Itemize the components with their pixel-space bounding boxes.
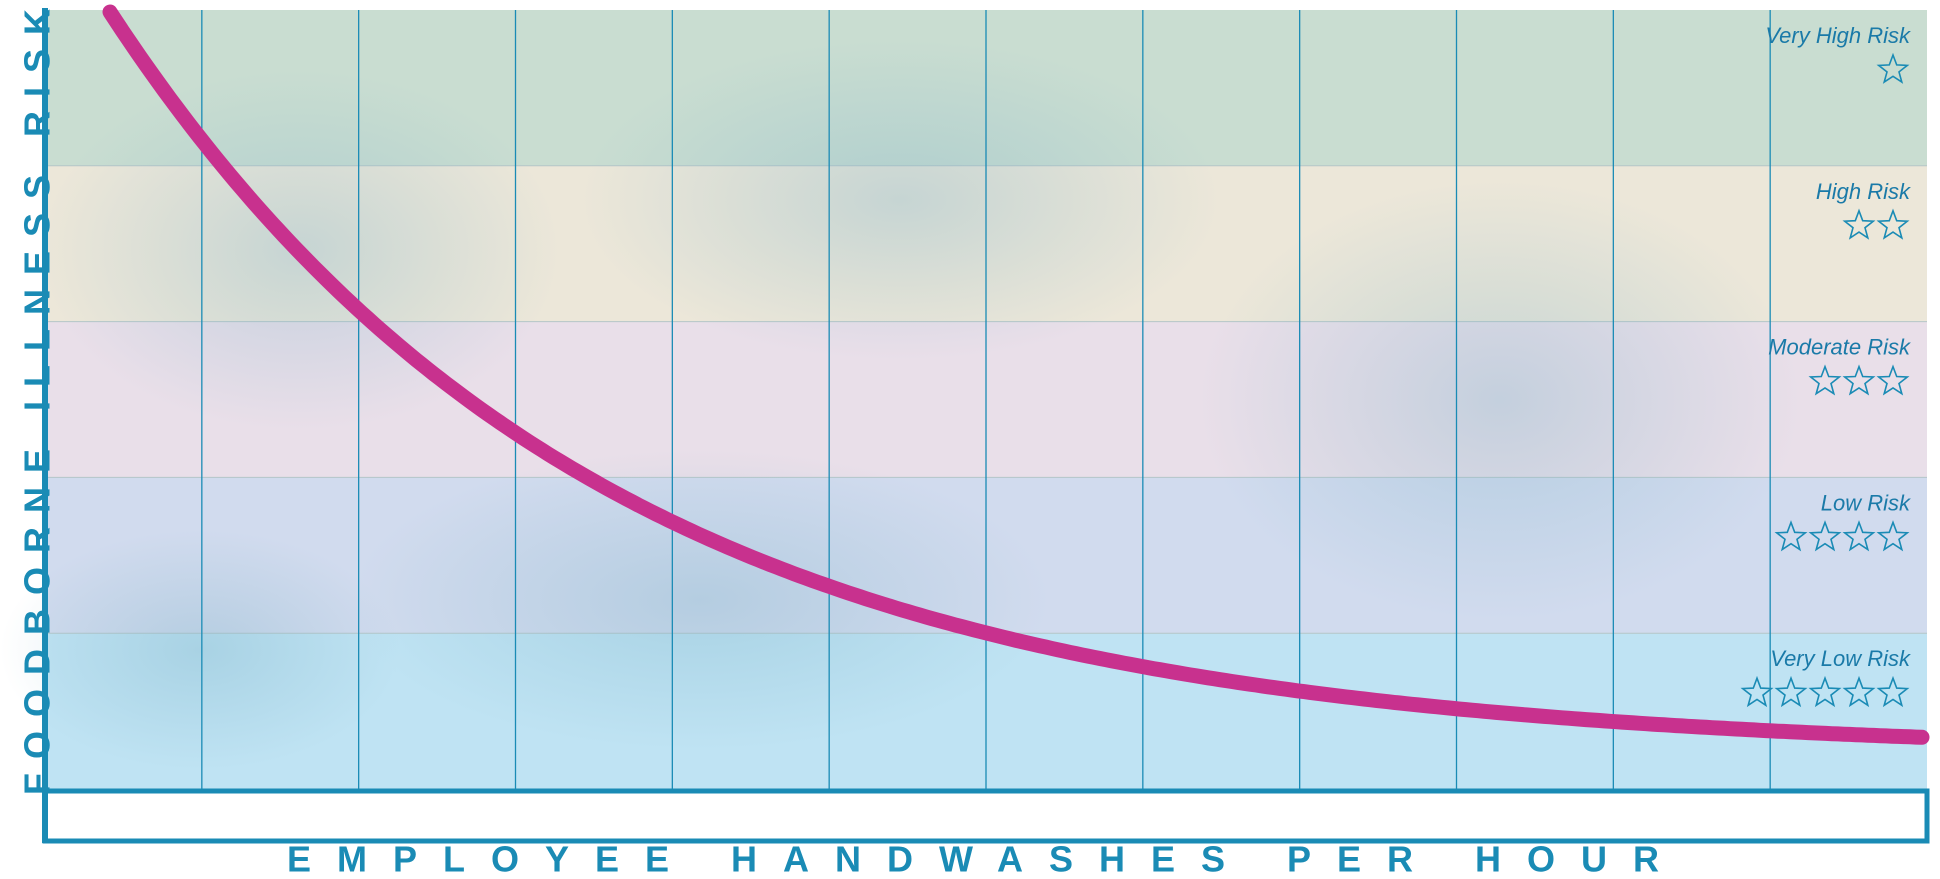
star <box>1740 675 1774 708</box>
star <box>1842 364 1876 396</box>
star <box>1808 364 1842 396</box>
star <box>1774 520 1808 552</box>
background-texture <box>0 40 1800 770</box>
star <box>1876 208 1910 240</box>
star <box>1876 52 1910 84</box>
band-label: Moderate Risk <box>1768 335 1911 360</box>
star-rating <box>1876 52 1910 84</box>
band-label: Low Risk <box>1821 490 1911 515</box>
star <box>1842 520 1876 552</box>
grid <box>201 10 1771 841</box>
band-label: Very Low Risk <box>1770 646 1911 671</box>
star <box>1808 675 1842 708</box>
star <box>1876 675 1910 708</box>
star <box>1808 520 1842 552</box>
star <box>1876 520 1910 552</box>
band-labels: Very High Risk High Risk Moderate Risk Low … <box>1740 23 1911 708</box>
star-rating <box>1740 675 1910 708</box>
star <box>1876 364 1910 396</box>
x-axis-box <box>42 788 1930 844</box>
risk-curve <box>102 4 1930 745</box>
star <box>1842 675 1876 708</box>
y-axis-label: FOODBORNE ILLNESS RISK <box>17 0 58 795</box>
x-axis-label: EMPLOYEE HANDWASHES PER HOUR <box>287 839 1685 879</box>
star <box>1774 675 1808 708</box>
band-label: High Risk <box>1816 179 1911 204</box>
star <box>1842 208 1876 240</box>
star-rating <box>1774 520 1910 552</box>
band-label: Very High Risk <box>1765 23 1911 48</box>
star-rating <box>1842 208 1910 240</box>
star-rating <box>1808 364 1910 396</box>
